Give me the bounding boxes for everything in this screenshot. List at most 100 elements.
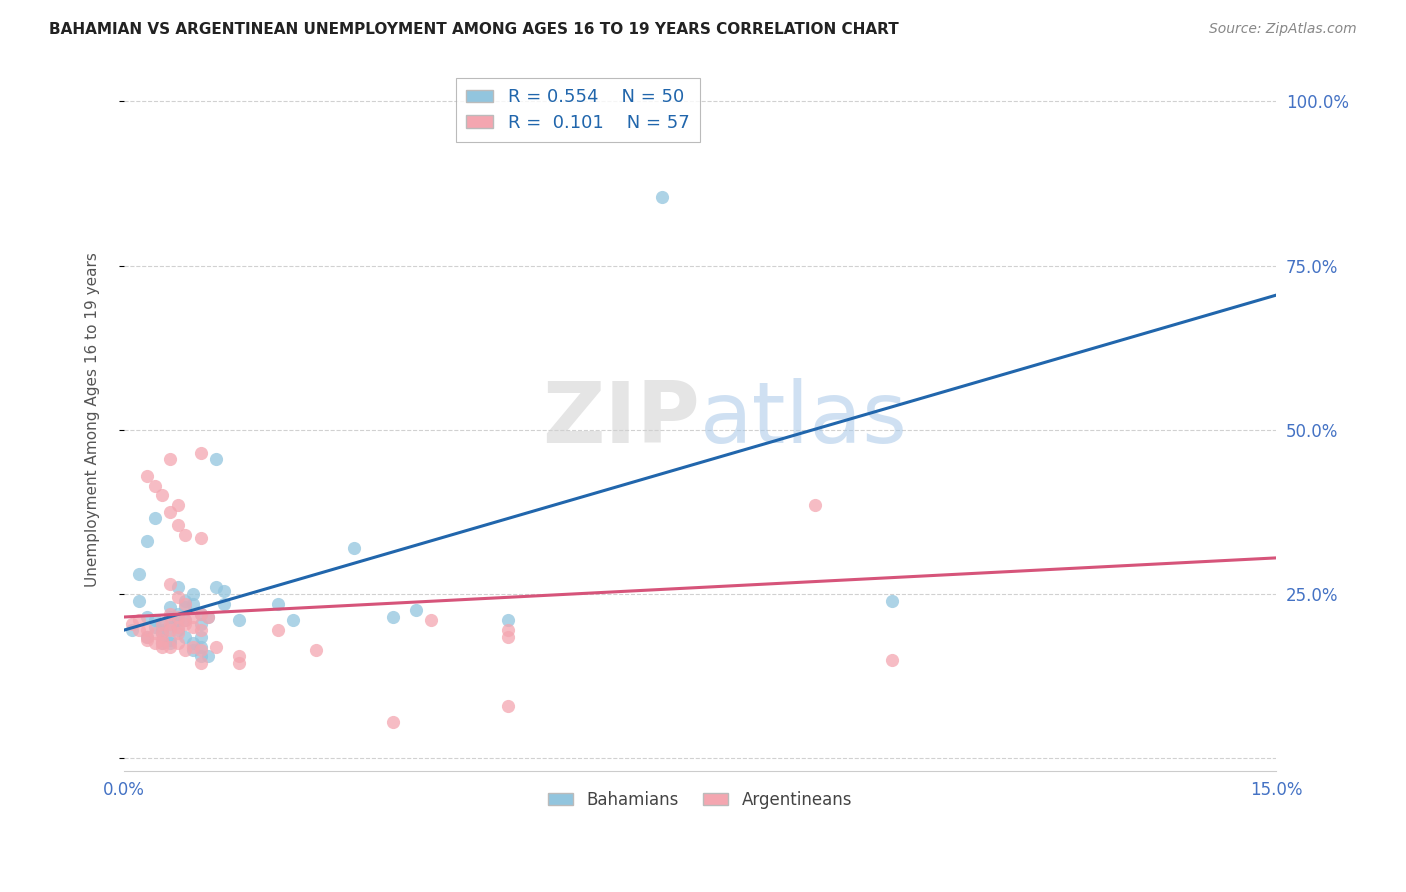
Point — [496, 623, 519, 637]
Point — [128, 593, 150, 607]
Point — [405, 603, 427, 617]
Point — [174, 643, 197, 657]
Point — [228, 649, 250, 664]
Text: atlas: atlas — [700, 378, 908, 461]
Point — [174, 593, 197, 607]
Point — [143, 511, 166, 525]
Text: BAHAMIAN VS ARGENTINEAN UNEMPLOYMENT AMONG AGES 16 TO 19 YEARS CORRELATION CHART: BAHAMIAN VS ARGENTINEAN UNEMPLOYMENT AMO… — [49, 22, 898, 37]
Point — [197, 610, 219, 624]
Point — [181, 640, 204, 654]
Point — [166, 499, 188, 513]
Point — [804, 499, 827, 513]
Text: Source: ZipAtlas.com: Source: ZipAtlas.com — [1209, 22, 1357, 37]
Point — [150, 626, 173, 640]
Point — [343, 541, 366, 555]
Point — [228, 656, 250, 670]
Point — [150, 636, 173, 650]
Point — [190, 531, 212, 545]
Point — [305, 643, 328, 657]
Point — [190, 643, 212, 657]
Point — [420, 613, 443, 627]
Point — [281, 613, 304, 627]
Point — [381, 715, 404, 730]
Point — [159, 616, 181, 631]
Point — [228, 613, 250, 627]
Point — [205, 581, 228, 595]
Point — [174, 597, 197, 611]
Point — [174, 616, 197, 631]
Point — [190, 446, 212, 460]
Point — [181, 643, 204, 657]
Point — [150, 626, 173, 640]
Point — [181, 636, 204, 650]
Point — [266, 597, 288, 611]
Point — [166, 581, 188, 595]
Point — [150, 623, 173, 637]
Point — [880, 593, 903, 607]
Point — [166, 591, 188, 605]
Point — [880, 653, 903, 667]
Point — [159, 632, 181, 647]
Point — [190, 649, 212, 664]
Point — [205, 640, 228, 654]
Point — [143, 620, 166, 634]
Point — [150, 488, 173, 502]
Point — [121, 623, 143, 637]
Point — [166, 636, 188, 650]
Point — [197, 610, 219, 624]
Point — [166, 607, 188, 621]
Point — [143, 626, 166, 640]
Point — [121, 616, 143, 631]
Point — [174, 600, 197, 615]
Point — [174, 630, 197, 644]
Point — [159, 636, 181, 650]
Point — [128, 567, 150, 582]
Point — [496, 613, 519, 627]
Point — [190, 607, 212, 621]
Point — [496, 630, 519, 644]
Point — [181, 587, 204, 601]
Point — [136, 632, 159, 647]
Point — [159, 623, 181, 637]
Point — [143, 636, 166, 650]
Point — [174, 613, 197, 627]
Point — [136, 630, 159, 644]
Point — [128, 613, 150, 627]
Point — [136, 468, 159, 483]
Point — [181, 620, 204, 634]
Point — [190, 630, 212, 644]
Point — [205, 452, 228, 467]
Point — [159, 577, 181, 591]
Point — [159, 607, 181, 621]
Point — [190, 623, 212, 637]
Point — [128, 623, 150, 637]
Text: ZIP: ZIP — [543, 378, 700, 461]
Point — [197, 649, 219, 664]
Point — [166, 623, 188, 637]
Point — [136, 630, 159, 644]
Point — [651, 189, 673, 203]
Point — [159, 452, 181, 467]
Point — [166, 620, 188, 634]
Point — [136, 534, 159, 549]
Point — [212, 597, 235, 611]
Point — [166, 610, 188, 624]
Point — [136, 623, 159, 637]
Point — [143, 478, 166, 492]
Point — [496, 698, 519, 713]
Point — [190, 640, 212, 654]
Point — [143, 613, 166, 627]
Point — [174, 528, 197, 542]
Point — [181, 597, 204, 611]
Point — [159, 505, 181, 519]
Legend: Bahamians, Argentineans: Bahamians, Argentineans — [541, 784, 859, 816]
Point — [190, 656, 212, 670]
Point — [136, 610, 159, 624]
Point — [174, 613, 197, 627]
Point — [190, 607, 212, 621]
Point — [150, 640, 173, 654]
Point — [150, 636, 173, 650]
Point — [159, 640, 181, 654]
Point — [150, 632, 173, 647]
Point — [159, 610, 181, 624]
